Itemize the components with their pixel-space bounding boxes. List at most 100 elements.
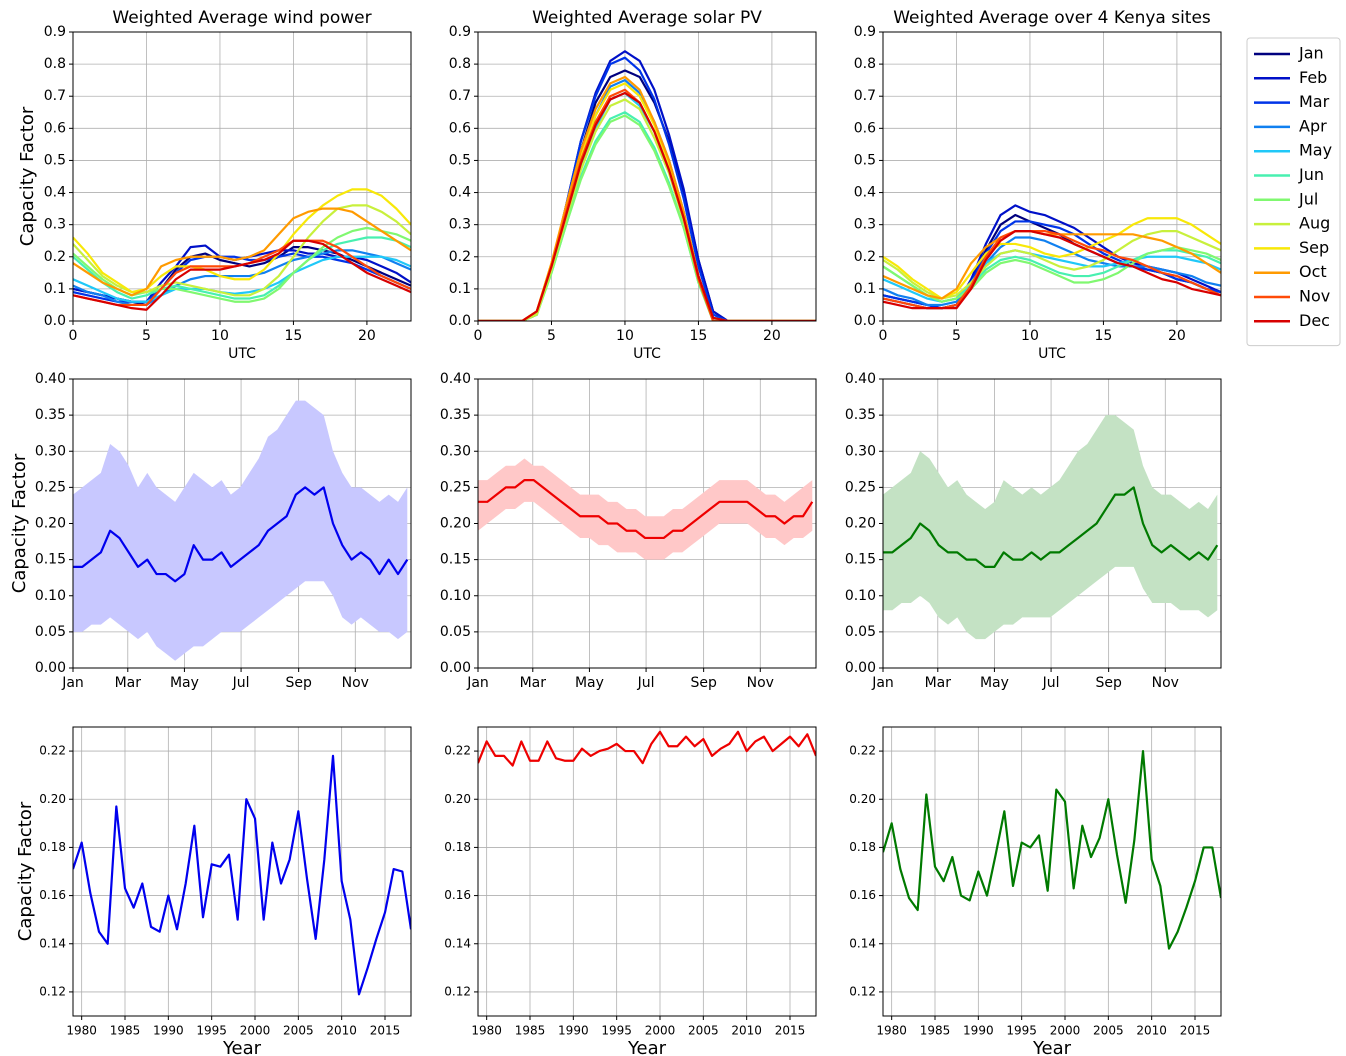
plot-area (478, 50, 816, 321)
panel: 0.0 0.1 0.2 0.3 0.4 0.5 0.6 0.7 0.8 0.9 0 5 10 15 20 We… (17, 8, 412, 362)
line (883, 236, 1221, 307)
legend-frame (1246, 37, 1341, 347)
y-tick-label: 0.22 (444, 744, 471, 758)
y-tick-label: 0.16 (444, 888, 471, 902)
y-tick-label: 0.20 (845, 516, 876, 532)
axes-frame (882, 378, 1222, 669)
x-tick-label: 1995 (601, 1024, 632, 1038)
x-tick-label: 1985 (515, 1024, 546, 1038)
y-tick-label: 0.20 (849, 792, 876, 806)
y-tick-label: 0.2 (44, 249, 66, 265)
x-tick-label: Jul (637, 675, 655, 691)
plot-area (73, 188, 411, 311)
plot-area (478, 730, 816, 767)
legend-label: Dec (1299, 311, 1330, 330)
y-tick-label: 0.12 (849, 984, 876, 998)
x-tick-label: 20 (763, 328, 781, 344)
panel: 0.0 0.1 0.2 0.3 0.4 0.5 0.6 0.7 0.8 0.9 0 5 10 15 20 We… (449, 8, 817, 362)
x-tick-label: Nov (1152, 675, 1179, 691)
y-tick-label: 0.40 (845, 371, 876, 387)
axes-frame (882, 31, 1222, 322)
x-tick-label: 2010 (326, 1024, 357, 1038)
x-tick-label: 2000 (240, 1024, 271, 1038)
legend-label: Aug (1299, 214, 1330, 233)
line (883, 229, 1221, 300)
line (73, 207, 411, 297)
y-tick-label: 0.8 (44, 56, 66, 72)
line (883, 229, 1221, 310)
x-tick-label: Mar (520, 675, 547, 691)
y-tick-label: 0.25 (845, 479, 876, 495)
panel: 0.00 0.05 0.10 0.15 0.20 0.25 0.30 0.35 0.40 Jan M… (9, 371, 412, 691)
y-tick-label: 0.0 (449, 313, 471, 329)
x-tick-label: 15 (1095, 328, 1113, 344)
y-tick-label: 0.3 (44, 217, 66, 233)
panel: 0.12 0.14 0.16 0.18 0.20 0.22 1980 1985 1990 1995… (849, 726, 1222, 1056)
legend-label: Feb (1299, 68, 1327, 87)
y-tick-label: 0.30 (440, 443, 471, 459)
band (73, 400, 408, 661)
y-tick-label: 0.25 (35, 479, 66, 495)
line (478, 730, 816, 767)
y-tick-label: 0.4 (854, 185, 876, 201)
y-tick-label: 0.20 (440, 516, 471, 532)
line (73, 754, 411, 996)
x-tick-label: 0 (879, 328, 888, 344)
y-tick-label: 0.40 (440, 371, 471, 387)
x-tick-label: 2000 (1050, 1024, 1081, 1038)
line (73, 204, 411, 297)
legend-label: Jun (1298, 165, 1324, 184)
y-tick-label: 0.14 (849, 936, 876, 950)
axes-frame (477, 726, 817, 1017)
x-tick-label: Sep (1095, 675, 1122, 691)
x-tick-label: 0 (474, 328, 483, 344)
y-tick-label: 0.16 (849, 888, 876, 902)
y-tick-label: 0.30 (35, 443, 66, 459)
line (883, 749, 1221, 950)
x-tick-label: 2015 (775, 1024, 806, 1038)
x-tick-label: 2005 (1093, 1024, 1124, 1038)
line (73, 255, 411, 303)
x-tick-label: 1980 (876, 1024, 907, 1038)
line (478, 98, 816, 321)
line (73, 188, 411, 294)
x-tick-label: 2000 (645, 1024, 676, 1038)
axes-frame (477, 31, 817, 322)
y-tick-label: 0.4 (449, 185, 471, 201)
y-tick-label: 0.12 (39, 984, 66, 998)
x-axis-label: Year (627, 1038, 667, 1056)
x-tick-label: 2005 (688, 1024, 719, 1038)
y-tick-label: 0.9 (854, 24, 876, 40)
y-tick-label: 0.35 (845, 407, 876, 423)
y-tick-label: 0.8 (449, 56, 471, 72)
panel: 0.0 0.1 0.2 0.3 0.4 0.5 0.6 0.7 0.8 0.9 0 5 10 15 20 We… (854, 8, 1222, 362)
y-tick-label: 0.40 (35, 371, 66, 387)
y-tick-label: 0.00 (35, 660, 66, 676)
chart-title: Weighted Average wind power (112, 8, 371, 28)
y-tick-label: 0.15 (35, 552, 66, 568)
x-tick-label: 20 (358, 328, 376, 344)
y-tick-label: 0.2 (449, 249, 471, 265)
y-tick-label: 0.10 (440, 588, 471, 604)
x-tick-label: 1985 (110, 1024, 141, 1038)
y-tick-label: 0.0 (44, 313, 66, 329)
y-tick-label: 0.6 (44, 120, 66, 136)
y-tick-label: 0.8 (854, 56, 876, 72)
line (478, 479, 814, 540)
x-tick-label: 10 (1021, 328, 1039, 344)
legend-label: Jul (1298, 189, 1318, 208)
x-tick-label: 20 (1168, 328, 1186, 344)
band (883, 415, 1218, 640)
y-tick-label: 0.10 (35, 588, 66, 604)
line (73, 236, 411, 300)
line (478, 91, 816, 321)
x-tick-label: 1980 (471, 1024, 502, 1038)
y-tick-label: 0.05 (35, 624, 66, 640)
y-tick-label: 0.18 (39, 840, 66, 854)
y-tick-label: 0.9 (449, 24, 471, 40)
plot-area (883, 749, 1221, 950)
y-tick-label: 0.18 (849, 840, 876, 854)
x-tick-label: May (980, 675, 1009, 691)
x-tick-label: 1990 (558, 1024, 589, 1038)
x-tick-label: Sep (690, 675, 717, 691)
